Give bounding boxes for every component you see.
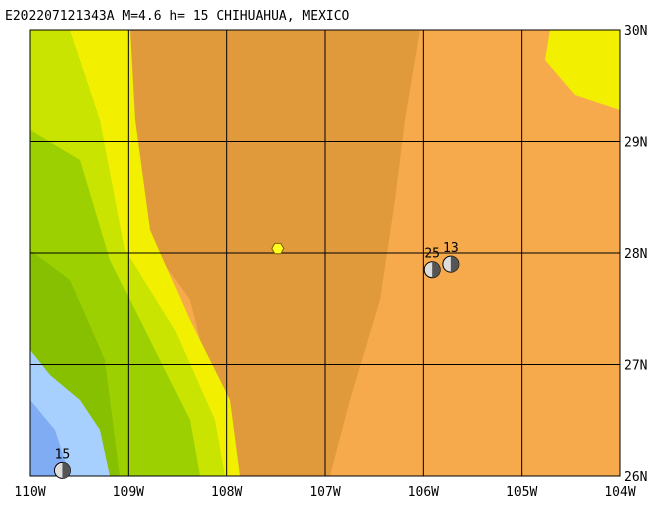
lat-label: 26N	[624, 470, 647, 485]
station-label: 25	[424, 247, 440, 262]
lon-label: 108W	[211, 485, 242, 500]
lon-label: 110W	[14, 485, 45, 500]
lat-label: 29N	[624, 136, 647, 151]
station-beachball	[432, 261, 441, 278]
lat-label: 30N	[624, 24, 647, 39]
station-beachball	[450, 256, 459, 273]
station-label: 15	[55, 447, 71, 462]
lon-label: 107W	[309, 485, 340, 500]
lon-label: 106W	[408, 485, 439, 500]
epicenter	[271, 242, 285, 255]
lon-label: 105W	[506, 485, 537, 500]
lat-label: 27N	[624, 359, 647, 374]
station-beachball	[62, 462, 71, 479]
title: E202207121343A M=4.6 h= 15 CHIHUAHUA, ME…	[5, 9, 350, 24]
lat-label: 28N	[624, 247, 647, 262]
lon-label: 109W	[113, 485, 144, 500]
lon-label: 104W	[604, 485, 635, 500]
station-label: 13	[443, 241, 459, 256]
